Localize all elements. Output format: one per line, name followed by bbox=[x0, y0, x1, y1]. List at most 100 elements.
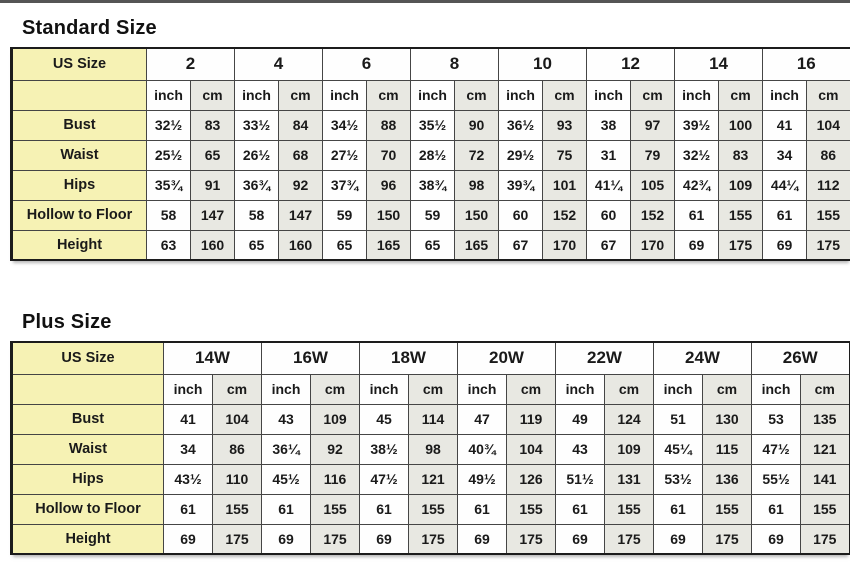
size-header-row: US Size 2 4 6 8 10 12 14 16 bbox=[11, 47, 850, 81]
cm-value-cell: 97 bbox=[630, 109, 676, 141]
inch-value-cell: 44¼ bbox=[762, 169, 808, 201]
cm-value-cell: 155 bbox=[408, 493, 458, 525]
inch-value-cell: 34½ bbox=[322, 109, 367, 141]
inch-value-cell: 61 bbox=[751, 493, 801, 525]
cm-unit-header: cm bbox=[800, 373, 850, 405]
cm-value-cell: 135 bbox=[800, 403, 850, 435]
us-size-header-cell: US Size bbox=[11, 341, 164, 375]
cm-value-cell: 86 bbox=[806, 139, 850, 171]
inch-value-cell: 49 bbox=[555, 403, 605, 435]
inch-value-cell: 38½ bbox=[359, 433, 409, 465]
cm-value-cell: 136 bbox=[702, 463, 752, 495]
cm-value-cell: 83 bbox=[718, 139, 764, 171]
cm-value-cell: 155 bbox=[310, 493, 360, 525]
inch-value-cell: 61 bbox=[653, 493, 703, 525]
inch-value-cell: 34 bbox=[762, 139, 808, 171]
inch-unit-header: inch bbox=[322, 79, 367, 111]
cm-unit-header: cm bbox=[278, 79, 323, 111]
cm-value-cell: 155 bbox=[702, 493, 752, 525]
inch-value-cell: 41 bbox=[163, 403, 213, 435]
cm-value-cell: 165 bbox=[366, 229, 411, 261]
inch-unit-header: inch bbox=[762, 79, 808, 111]
cm-value-cell: 91 bbox=[190, 169, 235, 201]
inch-value-cell: 59 bbox=[410, 199, 455, 231]
inch-value-cell: 38 bbox=[586, 109, 632, 141]
size-column-header: 14 bbox=[674, 47, 764, 81]
unit-header-row: inch cm inch cm inch cm inch cm inch cm inch cm inch… bbox=[11, 79, 850, 111]
size-column-header: 24W bbox=[653, 341, 752, 375]
inch-value-cell: 61 bbox=[762, 199, 808, 231]
cm-value-cell: 104 bbox=[806, 109, 850, 141]
cm-value-cell: 70 bbox=[366, 139, 411, 171]
inch-value-cell: 35¾ bbox=[146, 169, 191, 201]
measurement-label-cell: Hollow to Floor bbox=[11, 493, 164, 525]
cm-value-cell: 109 bbox=[604, 433, 654, 465]
cm-value-cell: 93 bbox=[541, 109, 588, 141]
inch-value-cell: 36¾ bbox=[234, 169, 279, 201]
inch-unit-header: inch bbox=[410, 79, 455, 111]
size-column-header: 22W bbox=[555, 341, 654, 375]
size-column-header: 4 bbox=[234, 47, 323, 81]
inch-value-cell: 67 bbox=[498, 229, 543, 261]
inch-unit-header: inch bbox=[234, 79, 279, 111]
cm-value-cell: 121 bbox=[408, 463, 458, 495]
cm-unit-header: cm bbox=[310, 373, 360, 405]
cm-value-cell: 175 bbox=[800, 523, 850, 555]
cm-value-cell: 104 bbox=[506, 433, 556, 465]
measurement-label-cell: Waist bbox=[11, 433, 164, 465]
size-column-header: 8 bbox=[410, 47, 499, 81]
inch-unit-header: inch bbox=[498, 79, 543, 111]
cm-value-cell: 147 bbox=[190, 199, 235, 231]
inch-unit-header: inch bbox=[555, 373, 605, 405]
inch-unit-header: inch bbox=[751, 373, 801, 405]
cm-value-cell: 98 bbox=[454, 169, 499, 201]
cm-value-cell: 109 bbox=[718, 169, 764, 201]
inch-value-cell: 60 bbox=[586, 199, 632, 231]
cm-value-cell: 175 bbox=[718, 229, 764, 261]
cm-value-cell: 114 bbox=[408, 403, 458, 435]
standard-size-title: Standard Size bbox=[22, 17, 157, 39]
inch-value-cell: 45 bbox=[359, 403, 409, 435]
cm-value-cell: 152 bbox=[541, 199, 588, 231]
inch-value-cell: 59 bbox=[322, 199, 367, 231]
cm-value-cell: 175 bbox=[702, 523, 752, 555]
cm-value-cell: 96 bbox=[366, 169, 411, 201]
unit-header-spacer-cell bbox=[11, 373, 164, 405]
cm-value-cell: 90 bbox=[454, 109, 499, 141]
inch-value-cell: 39¾ bbox=[498, 169, 543, 201]
cm-value-cell: 121 bbox=[800, 433, 850, 465]
inch-value-cell: 33½ bbox=[234, 109, 279, 141]
inch-value-cell: 58 bbox=[146, 199, 191, 231]
inch-value-cell: 47½ bbox=[751, 433, 801, 465]
size-chart-page: Standard Size US Size 2 4 6 8 10 12 14 16 inch cm i… bbox=[0, 17, 850, 555]
cm-value-cell: 116 bbox=[310, 463, 360, 495]
inch-value-cell: 41 bbox=[762, 109, 808, 141]
cm-value-cell: 175 bbox=[806, 229, 850, 261]
cm-value-cell: 98 bbox=[408, 433, 458, 465]
inch-value-cell: 25½ bbox=[146, 139, 191, 171]
cm-value-cell: 110 bbox=[212, 463, 262, 495]
cm-value-cell: 79 bbox=[630, 139, 676, 171]
cm-unit-header: cm bbox=[702, 373, 752, 405]
inch-value-cell: 67 bbox=[586, 229, 632, 261]
cm-value-cell: 175 bbox=[310, 523, 360, 555]
inch-value-cell: 65 bbox=[234, 229, 279, 261]
cm-value-cell: 160 bbox=[190, 229, 235, 261]
inch-value-cell: 69 bbox=[359, 523, 409, 555]
inch-value-cell: 69 bbox=[457, 523, 507, 555]
inch-value-cell: 61 bbox=[674, 199, 720, 231]
inch-value-cell: 61 bbox=[261, 493, 311, 525]
inch-value-cell: 69 bbox=[555, 523, 605, 555]
inch-value-cell: 58 bbox=[234, 199, 279, 231]
cm-unit-header: cm bbox=[630, 79, 676, 111]
inch-unit-header: inch bbox=[457, 373, 507, 405]
inch-value-cell: 61 bbox=[555, 493, 605, 525]
cm-unit-header: cm bbox=[604, 373, 654, 405]
measurement-row: Waist 25½ 65 26½ 68 27½ 70 28½ 72 29½ 75 31 79 32½ 83 3… bbox=[11, 139, 850, 171]
cm-unit-header: cm bbox=[190, 79, 235, 111]
cm-unit-header: cm bbox=[506, 373, 556, 405]
measurement-row: Hips 35¾ 91 36¾ 92 37¾ 96 38¾ 98 39¾ 101 41¼ 105 42¾ 1… bbox=[11, 169, 850, 201]
cm-value-cell: 175 bbox=[506, 523, 556, 555]
inch-value-cell: 38¾ bbox=[410, 169, 455, 201]
inch-value-cell: 35½ bbox=[410, 109, 455, 141]
